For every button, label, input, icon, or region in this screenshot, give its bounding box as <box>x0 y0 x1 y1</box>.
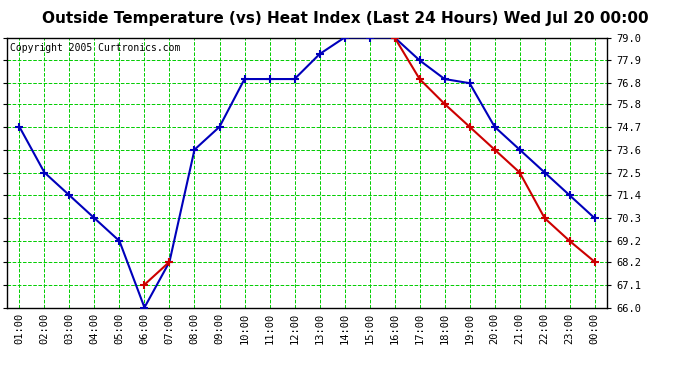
Text: Copyright 2005 Curtronics.com: Copyright 2005 Curtronics.com <box>10 43 180 53</box>
Text: Outside Temperature (vs) Heat Index (Last 24 Hours) Wed Jul 20 00:00: Outside Temperature (vs) Heat Index (Las… <box>41 11 649 26</box>
